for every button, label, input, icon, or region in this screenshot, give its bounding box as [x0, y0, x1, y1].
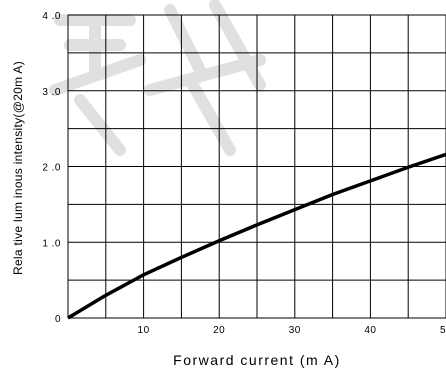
x-tick-label: 10 — [138, 325, 150, 336]
y-tick-label: 1 .0 — [42, 238, 61, 249]
series-layer — [67, 152, 446, 320]
y-tick-label: 0 — [55, 314, 61, 325]
y-tick-label: 4 .0 — [42, 11, 61, 22]
x-tick-label: 40 — [364, 325, 376, 336]
intensity-curve — [67, 152, 446, 320]
y-tick-label: 3 .0 — [42, 87, 61, 98]
x-tick-label: 50 — [440, 325, 446, 336]
y-axis-title: Rela tive lum inous intensity(@20m A) — [11, 61, 25, 275]
y-tick-label: 2 .0 — [42, 163, 61, 174]
x-axis-title: Forward current (m A) — [173, 352, 341, 368]
tick-labels: 10 20 30 40 50 0 1 .0 2 .0 3 .0 4 .0 — [42, 11, 446, 336]
watermark-logo — [49, 0, 266, 156]
x-tick-label: 20 — [213, 325, 225, 336]
x-tick-label: 30 — [289, 325, 301, 336]
